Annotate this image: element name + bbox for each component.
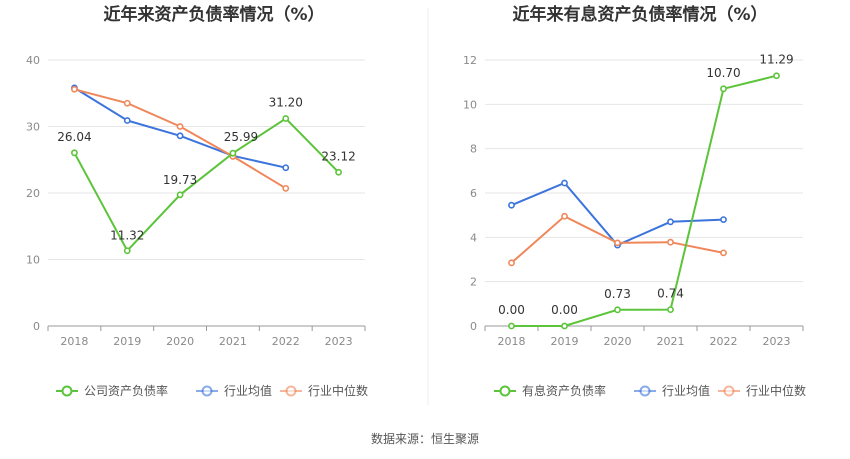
x-tick-label: 2021 <box>657 335 685 348</box>
data-point <box>614 239 621 247</box>
legend-label: 行业中位数 <box>308 383 368 398</box>
y-tick-label: 0 <box>33 320 40 333</box>
data-label: 11.29 <box>759 53 793 67</box>
legend-label: 有息资产负债率 <box>522 383 606 398</box>
data-point <box>282 164 290 172</box>
data-point <box>123 99 131 107</box>
data-point <box>614 306 621 314</box>
data-label: 23.12 <box>321 149 355 163</box>
data-label: 25.99 <box>224 130 258 144</box>
y-tick-label: 2 <box>470 276 477 289</box>
chart-interest-debt-ratio: 近年来有息资产负债率情况（%） 0 2 4 6 8 10 12 2018 2019 2020 202… <box>463 4 806 398</box>
data-point <box>773 72 780 80</box>
data-point <box>667 218 674 226</box>
data-point <box>720 216 727 223</box>
chart-title: 近年来资产负债率情况（%） <box>103 4 324 25</box>
legend-item: 行业中位数 <box>718 383 806 398</box>
data-label: 26.04 <box>57 130 91 144</box>
chart-title: 近年来有息资产负债率情况（%） <box>512 4 767 25</box>
data-point <box>508 259 515 267</box>
chart-debt-ratio: 近年来资产负债率情况（%） 0 10 20 30 40 2018 2019 2020 2021 2… <box>26 4 368 398</box>
data-point <box>176 132 184 140</box>
y-tick-label: 4 <box>470 231 477 244</box>
x-tick-label: 2019 <box>551 335 579 348</box>
data-point <box>561 212 568 220</box>
y-tick-label: 8 <box>470 143 477 156</box>
legend-marker <box>639 385 651 397</box>
legend-item: 行业均值 <box>196 383 272 398</box>
y-tick-label: 30 <box>26 121 40 134</box>
data-point <box>71 149 78 157</box>
legend-item: 公司资产负债率 <box>56 383 168 398</box>
source-text: 数据来源：恒生聚源 <box>371 431 479 446</box>
data-label: 0.74 <box>657 287 684 301</box>
y-tick-label: 0 <box>470 320 477 333</box>
data-point <box>282 184 290 192</box>
legend-label: 行业均值 <box>224 383 272 398</box>
legend-item: 有息资产负债率 <box>494 383 606 398</box>
data-point <box>123 117 131 124</box>
legend-label: 行业中位数 <box>746 383 806 398</box>
data-point <box>561 322 568 330</box>
data-label: 10.70 <box>706 66 740 80</box>
legend-item: 行业中位数 <box>280 383 368 398</box>
legend-item: 行业均值 <box>634 383 710 398</box>
data-point <box>561 179 568 187</box>
data-point <box>720 85 727 93</box>
y-tick-label: 6 <box>470 187 477 200</box>
y-tick-label: 20 <box>26 187 40 200</box>
x-tick-label: 2023 <box>763 335 791 348</box>
data-point <box>282 115 290 122</box>
data-label: 11.32 <box>110 229 144 243</box>
x-tick-label: 2018 <box>498 335 526 348</box>
data-point <box>720 249 727 257</box>
x-tick-label: 2020 <box>166 335 194 348</box>
x-tick-label: 2022 <box>272 335 300 348</box>
legend-marker <box>61 385 73 397</box>
x-tick-label: 2021 <box>219 335 247 348</box>
data-label: 31.20 <box>269 96 303 110</box>
data-point <box>123 247 131 255</box>
legend-marker <box>285 385 297 397</box>
data-point <box>508 201 515 209</box>
legend-label: 行业均值 <box>662 383 710 398</box>
data-label: 0.00 <box>551 303 578 317</box>
data-label: 19.73 <box>163 173 197 187</box>
data-label: 0.73 <box>604 287 631 301</box>
x-tick-label: 2018 <box>60 335 88 348</box>
y-tick-label: 40 <box>26 54 40 67</box>
data-point <box>508 322 515 330</box>
legend-label: 公司资产负债率 <box>84 383 168 398</box>
legend-marker <box>723 385 735 397</box>
y-tick-label: 10 <box>26 254 40 267</box>
y-tick-label: 10 <box>463 98 477 111</box>
series-line <box>511 74 777 327</box>
data-point <box>176 191 184 199</box>
data-point <box>229 149 237 157</box>
x-tick-label: 2019 <box>113 335 141 348</box>
y-tick-label: 12 <box>463 54 477 67</box>
legend-marker <box>499 385 511 397</box>
data-point <box>71 85 78 93</box>
x-tick-label: 2023 <box>325 335 353 348</box>
x-tick-label: 2022 <box>710 335 738 348</box>
data-point <box>667 238 674 246</box>
data-point <box>335 168 342 176</box>
data-label: 0.00 <box>498 303 525 317</box>
data-point <box>176 123 184 130</box>
data-point <box>667 306 674 313</box>
x-tick-label: 2020 <box>604 335 632 348</box>
legend-marker <box>201 385 213 397</box>
series-line <box>73 117 340 253</box>
